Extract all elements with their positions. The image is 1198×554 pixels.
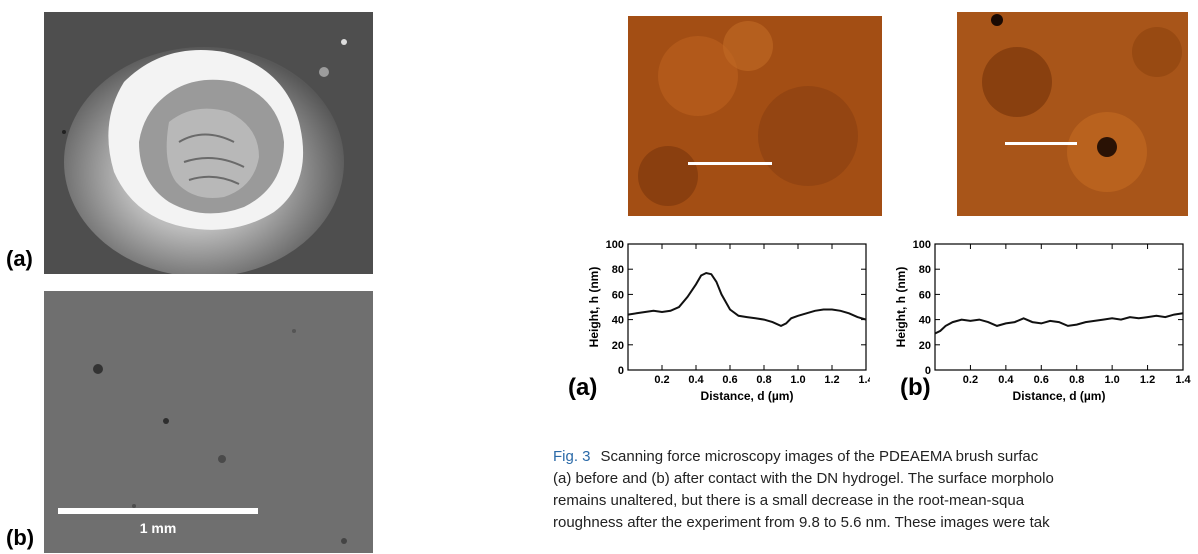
- y-tick-label: 60: [612, 289, 624, 301]
- y-tick-label: 0: [925, 365, 931, 377]
- y-axis-label: Height, h (nm): [587, 267, 601, 348]
- y-tick-label: 40: [612, 315, 624, 327]
- profile-line: [934, 312, 1184, 335]
- profile-chart-a: 0 20 40 60 80 100 0.2 0.4 0.6 0.8 1.0 1.2 1.4 Distanc…: [587, 239, 870, 403]
- x-tick-label: 0.8: [756, 374, 771, 386]
- y-tick-label: 40: [919, 315, 931, 327]
- y-tick-label: 0: [618, 365, 624, 377]
- y-tick-label: 80: [919, 264, 931, 276]
- afm-image-a: [628, 16, 882, 216]
- afm-line-a: [688, 162, 772, 165]
- y-tick-label: 100: [913, 239, 931, 251]
- scale-bar-label: 1 mm: [139, 520, 177, 536]
- scale-bar: [58, 508, 258, 514]
- y-tick-label: 20: [612, 340, 624, 352]
- x-tick-label: 0.2: [963, 374, 978, 386]
- x-tick-label: 0.4: [998, 374, 1014, 386]
- x-tick-label: 1.4: [1175, 374, 1191, 386]
- plot-frame: [934, 243, 1184, 371]
- y-tick-label: 100: [606, 239, 624, 251]
- x-tick-label: 0.2: [654, 374, 669, 386]
- x-tick-label: 1.4: [858, 374, 870, 386]
- caption-line-3: remains unaltered, but there is a small …: [553, 492, 1025, 509]
- figure-caption: Fig. 3 Scanning force microscopy images o…: [553, 446, 1198, 534]
- plot-frame: [627, 243, 867, 371]
- x-tick-label: 0.4: [688, 374, 704, 386]
- x-tick-label: 1.0: [1104, 374, 1119, 386]
- x-tick-label: 1.2: [1140, 374, 1155, 386]
- x-axis-label: Distance, d (µm): [1013, 389, 1106, 403]
- x-tick-label: 0.6: [1034, 374, 1049, 386]
- caption-line-1: Fig. 3 Scanning force microscopy images o…: [553, 448, 1039, 465]
- profile-panel-b-label: (b): [900, 374, 931, 401]
- x-tick-label: 0.8: [1069, 374, 1084, 386]
- caption-line-4: roughness after the experiment from 9.8 …: [553, 514, 1050, 531]
- y-tick-label: 60: [919, 289, 931, 301]
- profile-chart-b: 0 20 40 60 80 100 0.2 0.4 0.6 0.8 1.0 1.2 1.4 Distanc…: [895, 239, 1192, 403]
- profile-panel-a-label: (a): [568, 374, 598, 401]
- profile-line: [627, 271, 867, 328]
- x-axis-label: Distance, d (µm): [701, 389, 794, 403]
- sem-image-a: [44, 12, 373, 274]
- caption-label: Fig. 3: [553, 448, 591, 465]
- y-tick-label: 20: [919, 340, 931, 352]
- afm-line-b: [1005, 142, 1077, 145]
- afm-image-b: [957, 12, 1188, 216]
- caption-line-2: (a) before and (b) after contact with th…: [553, 470, 1054, 487]
- y-axis-label: Height, h (nm): [895, 267, 908, 348]
- y-tick-label: 80: [612, 264, 624, 276]
- x-tick-label: 1.0: [790, 374, 805, 386]
- sem-panel-a-label: (a): [6, 246, 33, 271]
- x-tick-label: 1.2: [824, 374, 839, 386]
- x-tick-label: 0.6: [722, 374, 737, 386]
- sem-panel-b-label: (b): [6, 525, 35, 550]
